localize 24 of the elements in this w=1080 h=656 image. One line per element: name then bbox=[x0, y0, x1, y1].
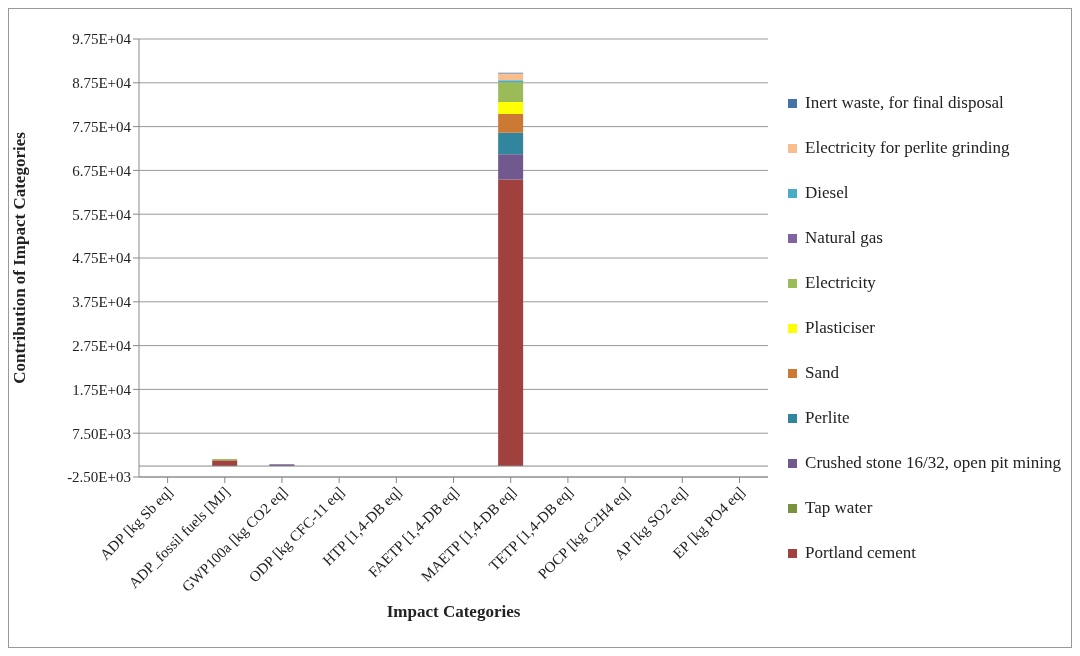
y-tick-label: -2.50E+03 bbox=[67, 469, 131, 486]
legend-label: Diesel bbox=[805, 183, 849, 203]
legend-label: Inert waste, for final disposal bbox=[805, 93, 1004, 113]
y-tick-label: 7.75E+04 bbox=[72, 118, 132, 135]
legend-label: Portland cement bbox=[805, 543, 917, 563]
legend-label: Plasticiser bbox=[805, 318, 875, 338]
y-axis-title: Contribution of Impact Categories bbox=[10, 131, 30, 384]
y-tick-label: 2.75E+04 bbox=[72, 337, 132, 354]
y-tick-label: 9.75E+04 bbox=[72, 31, 132, 48]
legend-label: Sand bbox=[805, 363, 840, 383]
legend-label: Crushed stone 16/32, open pit mining bbox=[805, 453, 1061, 473]
legend-label: Perlite bbox=[805, 408, 850, 428]
y-tick-label: 6.75E+04 bbox=[72, 162, 132, 179]
y-tick-label: 3.75E+04 bbox=[72, 294, 132, 311]
legend-label: Electricity for perlite grinding bbox=[805, 138, 1010, 158]
legend-label: Electricity bbox=[805, 273, 876, 293]
legend-label: Tap water bbox=[805, 498, 873, 518]
x-axis-title: Impact Categories bbox=[386, 602, 521, 621]
legend-label: Natural gas bbox=[805, 228, 883, 248]
y-tick-label: 8.75E+04 bbox=[72, 75, 132, 92]
y-tick-label: 5.75E+04 bbox=[72, 206, 132, 223]
y-tick-label: 7.50E+03 bbox=[72, 425, 131, 442]
y-tick-label: 4.75E+04 bbox=[72, 250, 132, 267]
y-tick-label: 1.75E+04 bbox=[72, 381, 132, 398]
